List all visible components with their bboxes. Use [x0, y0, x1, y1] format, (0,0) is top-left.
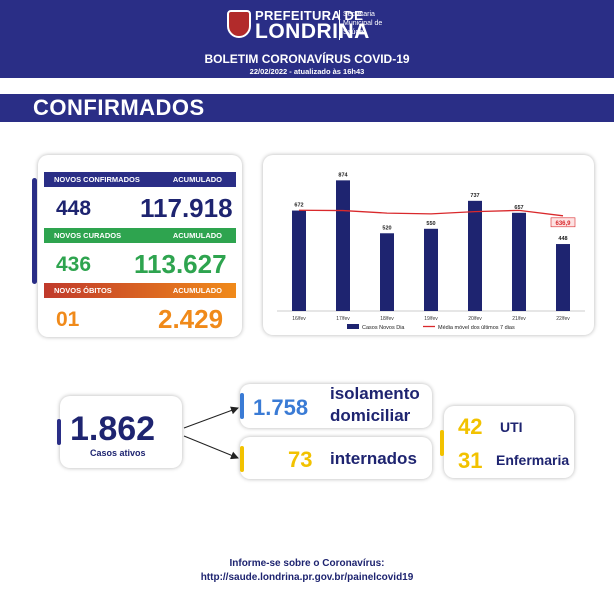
confirmados-new: 448: [56, 197, 92, 220]
bar: [556, 244, 570, 311]
legend-bar-swatch: [347, 324, 359, 329]
bar: [424, 228, 438, 311]
band-confirmados: NOVOS CONFIRMADOS ACUMULADO: [44, 172, 236, 187]
band-obitos: NOVOS ÓBITOS ACUMULADO: [44, 283, 236, 298]
section-title: CONFIRMADOS: [33, 95, 205, 120]
bulletin-title: BOLETIM CORONAVÍRUS COVID-19: [204, 52, 410, 66]
footer-link[interactable]: http://saude.londrina.pr.gov.br/painelco…: [200, 572, 414, 583]
uti-card: [444, 406, 574, 478]
avg-label-box: [550, 217, 576, 228]
isolamento-pill: [240, 393, 244, 419]
bar-value-label: 737: [470, 193, 479, 199]
logo-prefeitura-text: PREFEITURA DE: [255, 8, 364, 23]
x-tick-label: 16/fev: [292, 316, 306, 322]
x-tick-label: 18/fev: [380, 316, 394, 322]
internados-pill: [240, 446, 244, 472]
bar: [468, 200, 482, 311]
active-cases-value: 1.862: [70, 410, 156, 448]
crest-icon: [227, 10, 251, 38]
obitos-new: 01: [56, 308, 80, 331]
arrow-to-isolamento: [183, 406, 239, 429]
x-tick-label: 19/fev: [424, 316, 438, 322]
obitos-acc: 2.429: [158, 304, 224, 334]
bar-value-label: 672: [294, 203, 303, 209]
legend-bar-label: Casos Novos Dia: [362, 325, 405, 331]
band-curados-label: NOVOS CURADOS: [54, 231, 122, 240]
section-bar: [0, 94, 614, 122]
bar-value-label: 550: [426, 221, 435, 227]
moving-average-line: [298, 209, 564, 217]
bar: [380, 233, 394, 311]
logo-secretaria-text: Secretaria Municipal de Saúde: [343, 11, 383, 36]
internados-label: internados: [330, 449, 417, 468]
isolamento-label-1: isolamento: [330, 384, 420, 403]
footer-info: Informe-se sobre o Coronavírus:: [229, 558, 385, 569]
active-cases-card: [60, 396, 182, 468]
legend-line-label: Média móvel dos últimos 7 dias: [438, 325, 515, 331]
bar: [336, 180, 350, 311]
bulletin-date: 22/02/2022 - atualizado às 16h43: [249, 67, 365, 76]
band-curados-acc-label: ACUMULADO: [172, 231, 222, 240]
x-tick-label: 20/fev: [468, 316, 482, 322]
internados-value: 73: [288, 447, 313, 472]
logo-city-text: LONDRINA: [255, 20, 370, 43]
bar-value-label: 520: [382, 225, 391, 231]
header-banner: [0, 0, 614, 78]
uti-label: UTI: [500, 419, 523, 435]
arrows: [183, 406, 239, 460]
band-obitos-acc-label: ACUMULADO: [172, 286, 222, 295]
curados-new: 436: [56, 253, 92, 276]
band-obitos-label: NOVOS ÓBITOS: [54, 286, 112, 295]
isolamento-value: 1.758: [253, 395, 309, 420]
x-tick-label: 22/fev: [556, 316, 570, 322]
band-confirmados-label: NOVOS CONFIRMADOS: [54, 175, 140, 184]
bar-value-label: 657: [514, 205, 523, 211]
confirmados-acc: 117.918: [140, 193, 233, 223]
uti-pill: [440, 430, 444, 456]
stats-accent-bar: [32, 178, 37, 284]
uti-value: 42: [458, 414, 483, 439]
x-tick-label: 17/fev: [336, 316, 350, 322]
active-cases-label: Casos ativos: [90, 448, 146, 458]
chart-card: 672 16/fev 874 17/fev 520 18/fev 550 19/fev 737 2…: [263, 155, 594, 335]
curados-acc: 113.627: [134, 249, 227, 279]
prefeitura-logo: PREFEITURA DE LONDRINA Secretaria Munici…: [227, 8, 387, 43]
internados-card: [240, 437, 432, 479]
bar: [292, 210, 306, 311]
x-tick-label: 21/fev: [512, 316, 526, 322]
cases-chart: 672 16/fev 874 17/fev 520 18/fev 550 19/fev 737 2…: [277, 172, 585, 331]
enfermaria-label: Enfermaria: [496, 452, 570, 468]
enfermaria-value: 31: [458, 448, 483, 473]
band-curados: NOVOS CURADOS ACUMULADO: [44, 228, 236, 243]
bar: [512, 212, 526, 311]
logo-divider: [339, 10, 340, 40]
avg-last-label: 636,9: [555, 221, 571, 227]
isolamento-card: [240, 384, 432, 428]
arrow-to-internados: [183, 435, 239, 460]
bar-value-label: 448: [558, 236, 567, 242]
active-pill: [57, 419, 61, 445]
band-confirmados-acc-label: ACUMULADO: [172, 175, 222, 184]
isolamento-label-2: domiciliar: [330, 406, 411, 425]
bar-value-label: 874: [338, 172, 348, 178]
